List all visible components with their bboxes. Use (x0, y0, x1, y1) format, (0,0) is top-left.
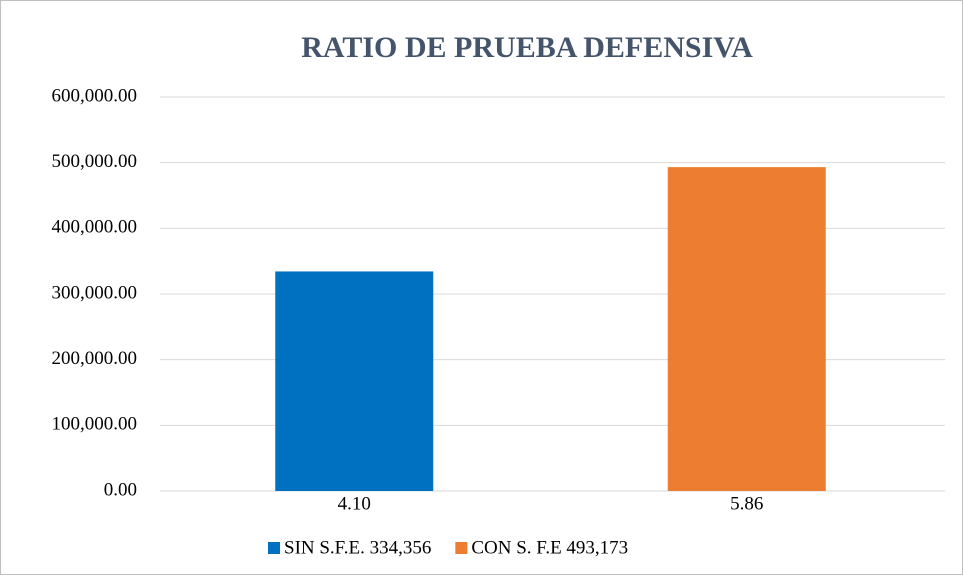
legend-label: SIN S.F.E. 334,356 (284, 537, 431, 558)
y-tick-label: 500,000.00 (52, 151, 138, 172)
legend-swatch (268, 542, 280, 554)
chart-title: RATIO DE PRUEBA DEFENSIVA (301, 31, 753, 64)
y-tick-label: 200,000.00 (52, 348, 138, 369)
x-tick-label: 4.10 (338, 493, 371, 514)
y-tick-label: 600,000.00 (52, 85, 138, 106)
y-tick-label: 100,000.00 (52, 414, 138, 435)
x-tick-label: 5.86 (730, 493, 763, 514)
legend-label: CON S. F.E 493,173 (471, 537, 628, 558)
bar (667, 167, 826, 492)
y-tick-label: 400,000.00 (52, 217, 138, 238)
legend-swatch (455, 542, 468, 554)
bar (275, 271, 434, 491)
y-tick-label: 300,000.00 (52, 282, 138, 303)
y-tick-label: 0.00 (104, 479, 137, 500)
